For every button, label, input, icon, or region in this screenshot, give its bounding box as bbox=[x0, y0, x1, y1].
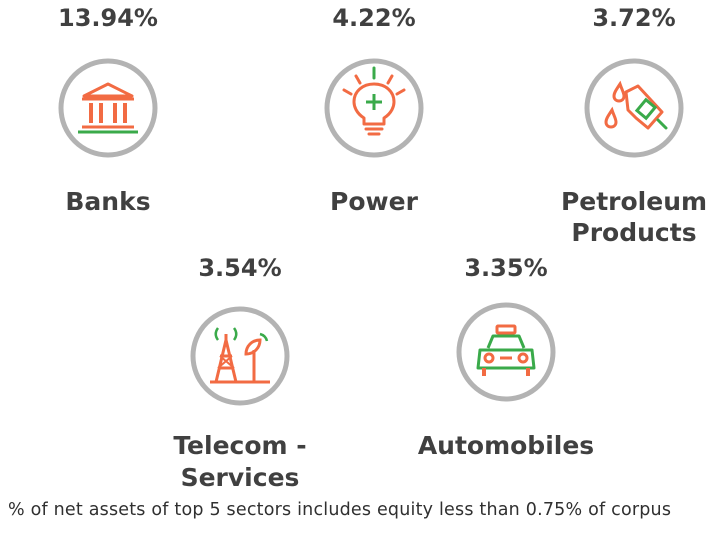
sector-name-line2: Services bbox=[180, 463, 300, 492]
sector-banks: 13.94% Banks bbox=[8, 4, 208, 224]
sector-name: Telecom - bbox=[173, 431, 307, 460]
sector-telecom-services: 3.54% Telecom - Services bbox=[140, 254, 340, 494]
sector-automobiles: 3.35% Automobiles bbox=[406, 254, 606, 474]
fuel-nozzle-icon bbox=[584, 58, 684, 158]
sector-percent: 4.22% bbox=[332, 4, 416, 32]
sector-name: Petroleum bbox=[560, 187, 708, 216]
taxi-car-icon bbox=[456, 302, 556, 402]
lightbulb-icon bbox=[324, 58, 424, 158]
sector-name: Banks bbox=[65, 187, 151, 216]
sector-percent: 3.72% bbox=[592, 4, 676, 32]
telecom-tower-icon bbox=[190, 306, 290, 406]
footnote: % of net assets of top 5 sectors include… bbox=[8, 500, 672, 520]
sector-name-line2: Products bbox=[571, 218, 697, 247]
sector-percent: 13.94% bbox=[58, 4, 158, 32]
sector-power: 4.22% Power bbox=[274, 4, 474, 224]
bank-building-icon bbox=[58, 58, 158, 158]
sector-petroleum-products: 3.72% Petroleum Products bbox=[534, 4, 718, 247]
sector-percent: 3.54% bbox=[198, 254, 282, 282]
sector-percent: 3.35% bbox=[464, 254, 548, 282]
sector-name: Automobiles bbox=[417, 431, 595, 460]
sector-name: Power bbox=[330, 187, 418, 216]
